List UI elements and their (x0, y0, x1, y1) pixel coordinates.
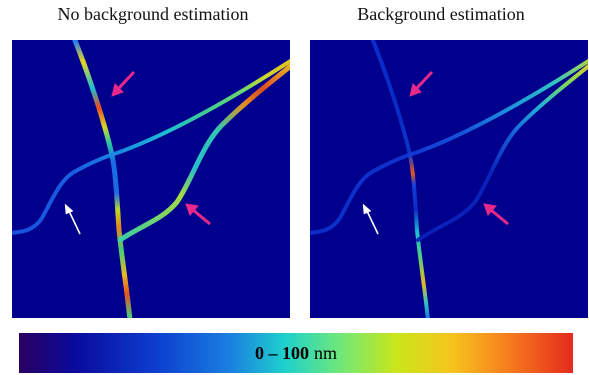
filament-vertical (72, 40, 133, 318)
filament-long-diagonal (12, 58, 290, 235)
filament-curved (117, 63, 290, 243)
magenta-arrow-top (409, 70, 434, 97)
filament-vertical (370, 40, 430, 318)
left-panel-title: No background estimation (57, 4, 249, 24)
colorbar-label: 0 – 100 nm (19, 333, 573, 373)
filament-long-diagonal (310, 58, 588, 235)
filament-image-left (12, 40, 290, 318)
magenta-arrow-top (111, 70, 136, 97)
magenta-arrow-right (185, 203, 211, 226)
white-arrow (362, 203, 379, 235)
white-arrow (64, 203, 81, 235)
right-panel-title: Background estimation (357, 4, 525, 24)
colorbar-range: 0 – 100 (254, 342, 309, 363)
image-panel-background-estimation (310, 40, 588, 318)
magenta-arrow-right (483, 203, 509, 226)
filament-curved (416, 64, 588, 242)
colorbar: 0 – 100 nm (19, 333, 573, 373)
filament-image-right (310, 40, 588, 318)
colorbar-unit: nm (313, 342, 337, 363)
image-panel-no-background (12, 40, 290, 318)
